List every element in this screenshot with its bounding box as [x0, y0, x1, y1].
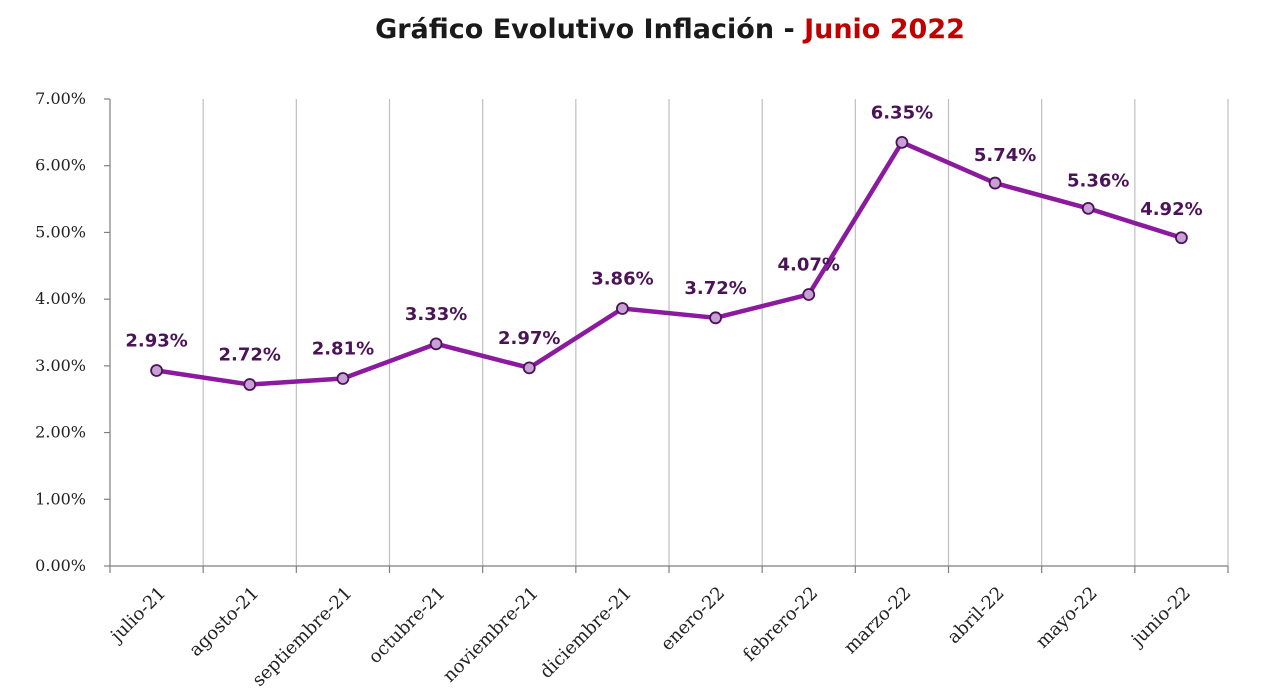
- data-point: [895, 135, 909, 149]
- y-tick-label: 4.00%: [35, 289, 86, 308]
- data-label: 4.92%: [1140, 199, 1202, 220]
- data-point: [709, 311, 722, 325]
- data-label: 2.93%: [125, 331, 187, 352]
- chart-title: Gráfico Evolutivo Inflación - Junio 2022: [0, 14, 1280, 45]
- data-label: 2.72%: [219, 345, 281, 366]
- y-tick-label: 0.00%: [35, 556, 86, 575]
- data-point: [988, 176, 1002, 190]
- y-tick-label: 2.00%: [35, 423, 86, 442]
- data-label: 6.35%: [871, 102, 933, 123]
- data-label: 3.72%: [684, 278, 746, 299]
- data-point: [802, 288, 816, 301]
- data-point: [150, 364, 163, 377]
- x-tick-label: septiembre-21: [248, 583, 356, 691]
- y-tick-label: 5.00%: [35, 222, 86, 241]
- y-tick-label: 3.00%: [35, 356, 86, 375]
- data-point: [1175, 231, 1188, 245]
- data-label: 5.74%: [974, 145, 1036, 166]
- x-tick-label: marzo-22: [840, 583, 915, 658]
- data-point: [336, 372, 350, 385]
- data-point: [243, 378, 257, 391]
- y-tick-label: 6.00%: [35, 156, 86, 175]
- data-point: [1081, 202, 1095, 215]
- y-tick-label: 1.00%: [35, 489, 86, 508]
- x-tick-label: junio-22: [1126, 583, 1195, 652]
- x-tick-label: enero-22: [657, 583, 729, 655]
- x-tick-label: noviembre-21: [439, 583, 543, 687]
- data-point: [522, 361, 536, 375]
- x-tick-label: agosto-21: [185, 583, 263, 661]
- data-label: 4.07%: [778, 254, 840, 275]
- x-tick-label: octubre-21: [364, 583, 449, 668]
- data-point: [616, 302, 629, 315]
- series-line-inflacion: [154, 140, 1184, 387]
- x-tick-label: julio-21: [105, 583, 170, 648]
- data-label: 2.97%: [498, 328, 560, 349]
- data-label: 5.36%: [1067, 170, 1129, 191]
- x-tick-label: abril-22: [943, 583, 1008, 648]
- x-tick-label: mayo-22: [1032, 583, 1102, 653]
- data-label: 3.86%: [591, 268, 653, 289]
- x-tick-label: febrero-22: [739, 583, 822, 666]
- chart-title-main: Gráfico Evolutivo Inflación -: [375, 14, 805, 45]
- data-label: 2.81%: [312, 339, 374, 360]
- x-tick-label: diciembre-21: [536, 583, 636, 683]
- y-tick-label: 7.00%: [35, 89, 86, 108]
- data-label: 3.33%: [405, 304, 467, 325]
- chart-title-highlight: Junio 2022: [804, 14, 965, 45]
- data-point: [429, 337, 443, 351]
